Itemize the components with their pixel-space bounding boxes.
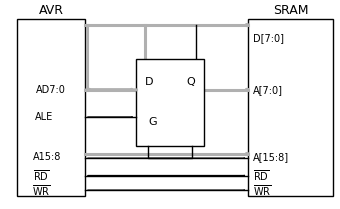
Text: AVR: AVR	[38, 4, 64, 17]
Text: D[7:0]: D[7:0]	[253, 33, 284, 43]
Text: A15:8: A15:8	[33, 152, 62, 162]
Text: $\overline{\mathrm{RD}}$: $\overline{\mathrm{RD}}$	[253, 168, 270, 183]
Text: D: D	[144, 77, 153, 87]
Text: A[7:0]: A[7:0]	[253, 85, 283, 95]
Bar	[136, 59, 204, 146]
Bar	[17, 19, 85, 196]
Text: AD7:0: AD7:0	[36, 85, 66, 95]
Bar	[248, 19, 333, 196]
Text: Q: Q	[187, 77, 196, 87]
Text: ALE: ALE	[35, 112, 53, 122]
Text: $\overline{\mathrm{WR}}$: $\overline{\mathrm{WR}}$	[253, 183, 272, 198]
Text: SRAM: SRAM	[273, 4, 308, 17]
Text: $\overline{\mathrm{RD}}$: $\overline{\mathrm{RD}}$	[33, 168, 49, 183]
Text: G: G	[148, 117, 157, 127]
Text: $\overline{\mathrm{WR}}$: $\overline{\mathrm{WR}}$	[32, 183, 50, 198]
Text: A[15:8]: A[15:8]	[253, 152, 289, 162]
